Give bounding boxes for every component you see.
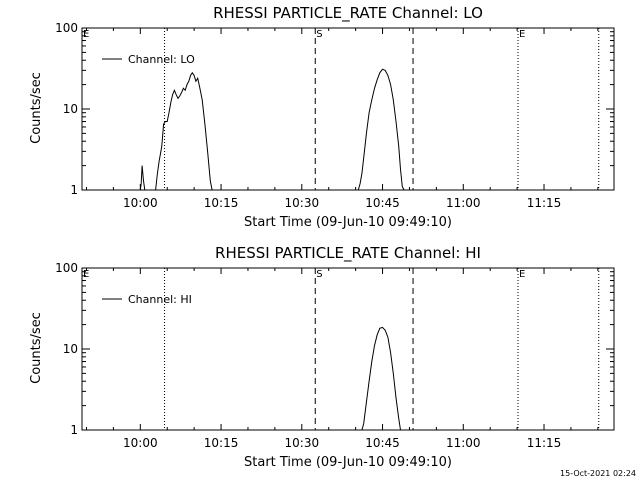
x-tick-label: 11:00 xyxy=(446,436,481,450)
legend: Channel: LO xyxy=(102,53,195,66)
x-tick-label: 11:15 xyxy=(527,436,562,450)
y-tick-label: 10 xyxy=(63,342,78,356)
marker-label-4: E xyxy=(519,29,525,40)
x-tick-label: 10:45 xyxy=(365,196,400,210)
panel-lo: RHESSI PARTICLE_RATE Channel: LO Start T… xyxy=(29,4,615,230)
x-tick-label: 10:15 xyxy=(204,196,239,210)
series-line-0-segment-2 xyxy=(357,68,405,191)
x-axis-label: Start Time (09-Jun-10 09:49:10) xyxy=(244,215,452,230)
x-tick-label: 11:15 xyxy=(527,196,562,210)
x-tick-label: 10:30 xyxy=(285,196,320,210)
y-tick-label: 1 xyxy=(70,183,78,197)
legend-entry: Channel: LO xyxy=(128,53,195,66)
x-tick-label: 10:00 xyxy=(123,196,158,210)
chart-title: RHESSI PARTICLE_RATE Channel: HI xyxy=(215,244,481,263)
legend-entry: Channel: HI xyxy=(128,293,192,306)
series-line-0-segment-0 xyxy=(361,326,401,431)
x-tick-label: 10:00 xyxy=(123,436,158,450)
x-tick-label: 11:00 xyxy=(446,196,481,210)
x-axis-label: Start Time (09-Jun-10 09:49:10) xyxy=(244,455,452,470)
series-line-0-segment-1 xyxy=(155,71,213,191)
marker-label-2: S xyxy=(316,29,322,40)
y-tick-label: 10 xyxy=(63,102,78,116)
x-tick-label: 10:30 xyxy=(285,436,320,450)
marker-label-0: E xyxy=(83,269,89,280)
chart-title: RHESSI PARTICLE_RATE Channel: LO xyxy=(213,4,483,23)
marker-label-0: E xyxy=(83,29,89,40)
legend: Channel: HI xyxy=(102,293,192,306)
y-tick-label: 100 xyxy=(55,261,78,275)
panel-hi: RHESSI PARTICLE_RATE Channel: HI Start T… xyxy=(29,244,615,470)
marker-label-4: E xyxy=(519,269,525,280)
marker-label-2: S xyxy=(316,269,322,280)
footer-timestamp: 15-Oct-2021 02:24 xyxy=(560,469,636,478)
y-tick-label: 1 xyxy=(70,423,78,437)
x-tick-label: 10:15 xyxy=(204,436,239,450)
y-tick-label: 100 xyxy=(55,21,78,35)
y-axis-label: Counts/sec xyxy=(29,312,44,384)
series-line-0-segment-0 xyxy=(139,165,146,191)
x-tick-label: 10:45 xyxy=(365,436,400,450)
y-axis-label: Counts/sec xyxy=(29,72,44,144)
